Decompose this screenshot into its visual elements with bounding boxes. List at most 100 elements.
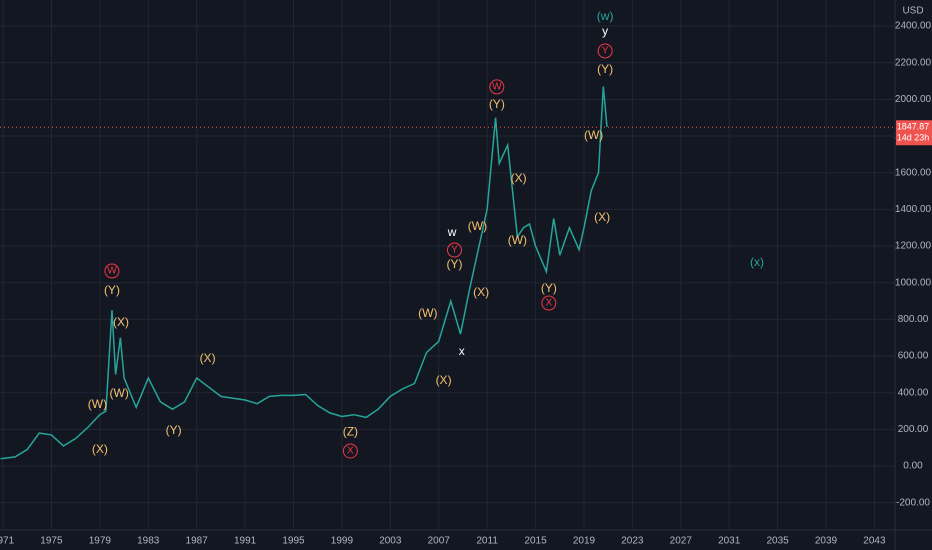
x-tick-label: 2027 <box>670 536 693 547</box>
wave-circle <box>446 242 462 258</box>
wave-label: W <box>489 79 505 95</box>
price-line <box>0 86 608 460</box>
y-tick-label: 1600.00 <box>895 167 932 178</box>
wave-label-text: X <box>546 298 553 309</box>
wave-label: (X) <box>113 315 129 329</box>
wave-label-text: W <box>107 266 117 277</box>
wave-label: (W) <box>110 386 129 400</box>
wave-label-text: (Y) <box>541 281 557 295</box>
x-tick-label: 1971 <box>0 536 15 547</box>
wave-label: X <box>342 443 358 459</box>
y-tick-label: 1400.00 <box>895 204 932 215</box>
wave-label: (Y) <box>541 281 557 295</box>
wave-label-text: Y <box>451 245 458 256</box>
wave-circle <box>541 295 557 311</box>
wave-label-text: (X) <box>594 210 610 224</box>
x-tick-label: 2039 <box>815 536 838 547</box>
wave-label-text: Y <box>602 46 609 57</box>
wave-label: (X) <box>594 210 610 224</box>
x-tick-label: 2043 <box>863 536 886 547</box>
x-tick-label: 2007 <box>428 536 451 547</box>
wave-label: (x) <box>750 255 764 269</box>
y-tick-label: 2000.00 <box>895 94 932 105</box>
x-tick-label: 2019 <box>573 536 596 547</box>
x-tick-label: 2031 <box>718 536 741 547</box>
wave-label: (W) <box>584 128 603 142</box>
wave-label-text: (Y) <box>166 423 182 437</box>
wave-label: (W) <box>508 233 527 247</box>
wave-label: (W) <box>418 306 437 320</box>
wave-label-text: y <box>602 24 608 38</box>
wave-label: (X) <box>473 285 489 299</box>
x-tick-label: 1991 <box>234 536 257 547</box>
x-tick-label: 2023 <box>621 536 644 547</box>
y-tick-label: 400.00 <box>898 387 929 398</box>
wave-label-text: (Y) <box>597 62 613 76</box>
wave-label: (Y) <box>104 283 120 297</box>
wave-label: Y <box>597 43 613 59</box>
wave-label: (Z) <box>343 424 358 438</box>
wave-label-text: (X) <box>436 373 452 387</box>
y-tick-label: 200.00 <box>898 424 929 435</box>
wave-label: W <box>104 263 120 279</box>
x-tick-label: 2015 <box>524 536 547 547</box>
currency-label: USD <box>902 6 923 17</box>
wave-label: (W) <box>88 397 107 411</box>
wave-label: (w) <box>597 9 614 23</box>
wave-label-text: (X) <box>473 285 489 299</box>
wave-label-text: w <box>447 225 457 239</box>
wave-circle <box>489 79 505 95</box>
wave-label: (X) <box>92 442 108 456</box>
wave-circle <box>104 263 120 279</box>
wave-label-text: (Y) <box>489 97 505 111</box>
wave-label: (X) <box>200 351 216 365</box>
last-price-label: 1847.87 <box>897 122 930 132</box>
wave-label: (Y) <box>597 62 613 76</box>
wave-label-text: (X) <box>113 315 129 329</box>
wave-label: X <box>541 295 557 311</box>
y-tick-label: -200.00 <box>896 497 930 508</box>
wave-label-text: (Y) <box>446 257 462 271</box>
x-tick-label: 1995 <box>282 536 305 547</box>
wave-label: w <box>447 225 457 239</box>
y-tick-label: 2400.00 <box>895 21 932 32</box>
last-price-box <box>896 120 932 146</box>
x-tick-label: 1975 <box>40 536 63 547</box>
wave-label: (W) <box>468 219 487 233</box>
wave-label: x <box>459 344 465 358</box>
wave-label-text: (W) <box>88 397 107 411</box>
wave-label-text: (W) <box>584 128 603 142</box>
wave-label-text: (w) <box>597 9 614 23</box>
wave-label: (X) <box>436 373 452 387</box>
wave-label-text: X <box>347 446 354 457</box>
wave-label-text: (W) <box>508 233 527 247</box>
wave-circle <box>342 443 358 459</box>
x-tick-label: 2035 <box>766 536 789 547</box>
x-tick-label: 1987 <box>186 536 209 547</box>
wave-label-text: (x) <box>750 255 764 269</box>
wave-circle <box>597 43 613 59</box>
wave-label-text: (Y) <box>104 283 120 297</box>
wave-label-text: (W) <box>110 386 129 400</box>
y-tick-label: 1200.00 <box>895 241 932 252</box>
y-tick-label: 1000.00 <box>895 277 932 288</box>
x-tick-label: 1983 <box>137 536 160 547</box>
y-tick-label: 2200.00 <box>895 57 932 68</box>
wave-label: (X) <box>511 171 527 185</box>
y-tick-label: 800.00 <box>898 314 929 325</box>
wave-label: (Y) <box>446 257 462 271</box>
wave-label-text: (X) <box>200 351 216 365</box>
countdown-label: 14d 23h <box>897 133 930 143</box>
y-tick-label: 600.00 <box>898 351 929 362</box>
x-tick-label: 1999 <box>331 536 354 547</box>
x-tick-label: 2003 <box>379 536 402 547</box>
x-tick-label: 1979 <box>89 536 112 547</box>
wave-label: (Y) <box>166 423 182 437</box>
wave-label: y <box>602 24 608 38</box>
x-tick-label: 2011 <box>476 536 498 547</box>
wave-label-text: (X) <box>92 442 108 456</box>
wave-label-text: (W) <box>418 306 437 320</box>
wave-label-text: W <box>492 82 502 93</box>
